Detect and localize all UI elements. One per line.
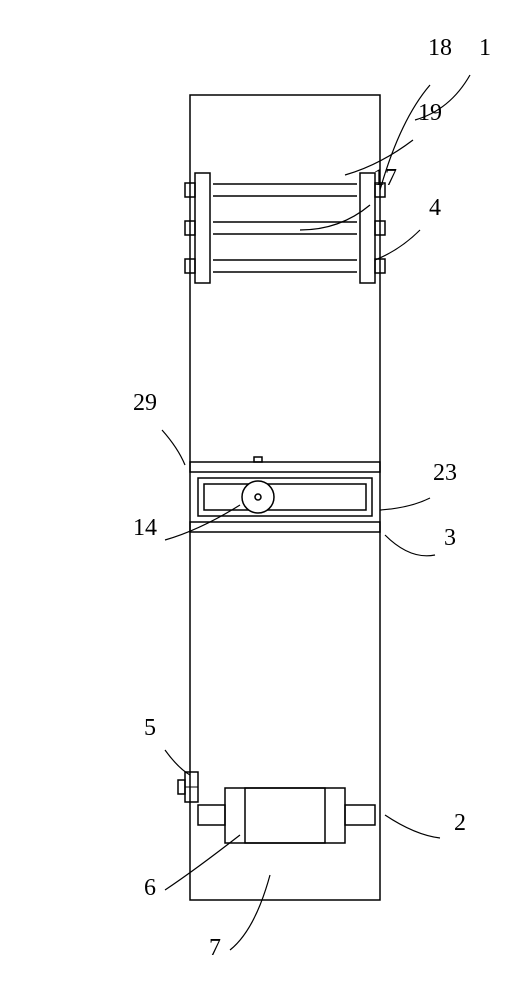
main-body <box>190 95 380 900</box>
callout-label-1: 1 <box>479 35 491 61</box>
bottom-box-mid <box>245 788 325 843</box>
callout-leader-6 <box>165 835 240 890</box>
bottom-end-disc <box>178 780 185 794</box>
callout-label-4: 4 <box>429 195 441 221</box>
callout-leader-29 <box>162 430 185 465</box>
callout-label-17: 17 <box>373 165 397 191</box>
bottom-shaft-left <box>198 805 225 825</box>
callout-leader-2 <box>385 815 440 838</box>
callout-label-5: 5 <box>144 715 156 741</box>
callout-label-23: 23 <box>433 460 457 486</box>
roller-frame-left <box>195 173 210 283</box>
callout-leader-23 <box>380 498 430 510</box>
bottom-box <box>225 788 345 843</box>
callout-label-3: 3 <box>444 525 456 551</box>
mid-hub <box>242 481 274 513</box>
technical-diagram: 1 18 19 17 4 29 14 23 3 5 6 7 2 <box>0 0 530 1000</box>
callout-label-2: 2 <box>454 810 466 836</box>
mid-rail-top <box>190 462 380 472</box>
callout-label-18: 18 <box>428 35 452 61</box>
mid-notch <box>254 457 262 462</box>
callout-label-14: 14 <box>133 515 157 541</box>
callout-label-19: 19 <box>418 100 442 126</box>
bottom-shaft-right <box>345 805 375 825</box>
mid-inner-bar <box>204 484 366 510</box>
callout-label-29: 29 <box>133 390 157 416</box>
callout-leader-3 <box>385 535 435 556</box>
mid-rail-bottom <box>190 522 380 532</box>
callout-label-6: 6 <box>144 875 156 901</box>
callout-label-7: 7 <box>209 935 221 961</box>
callout-leader-7 <box>230 875 270 950</box>
